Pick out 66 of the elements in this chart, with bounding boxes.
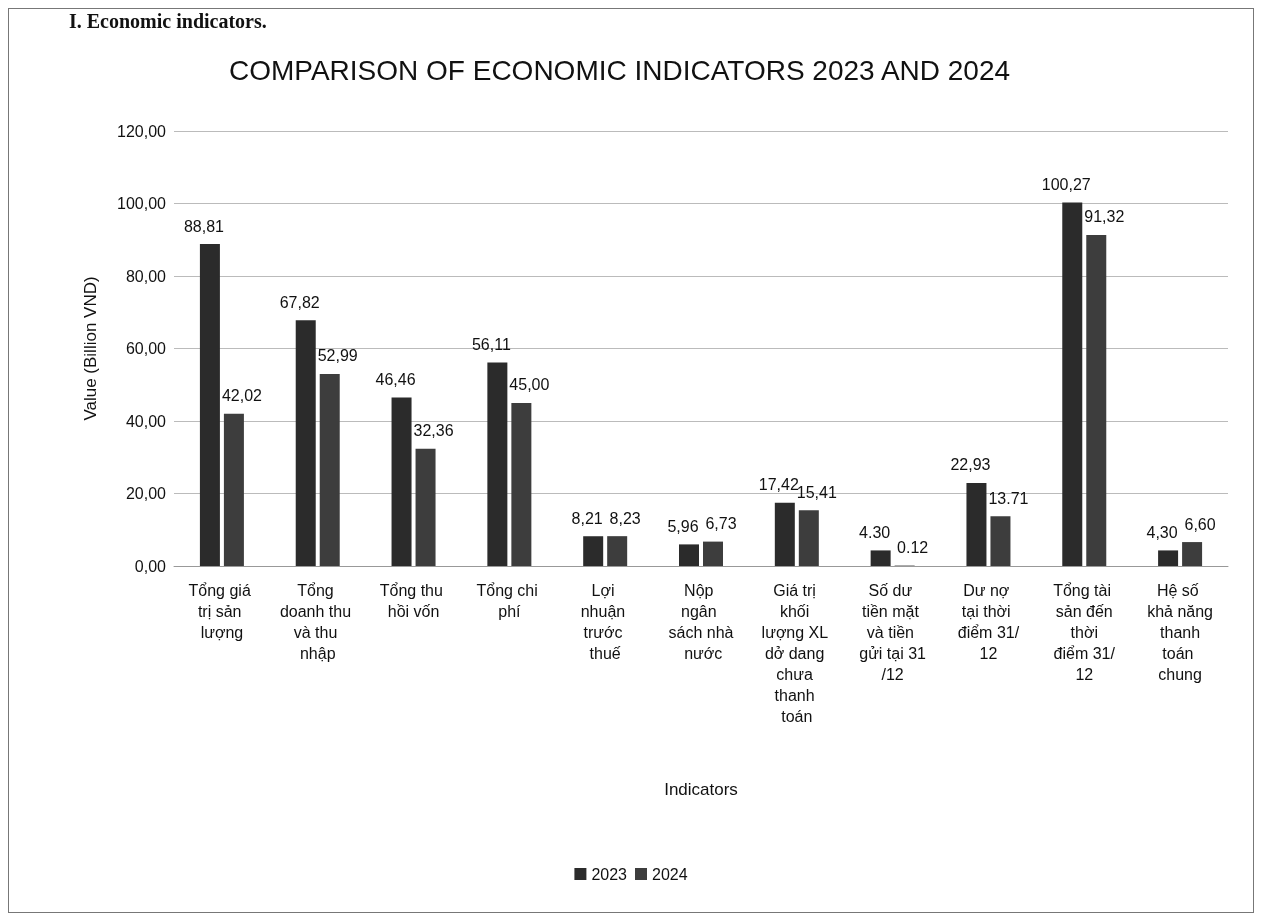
x-tick-label: Tổng tài sản đến thời điểm 31/12 <box>1053 582 1116 683</box>
y-tick-label: 40,00 <box>125 412 167 430</box>
y-tick-label: 60,00 <box>125 340 167 357</box>
data-label: 17,42 <box>758 476 799 494</box>
data-label: 4,30 <box>1146 523 1178 541</box>
bar <box>319 373 340 566</box>
bar <box>583 536 604 566</box>
legend-label: 2023 <box>591 865 628 883</box>
x-tick-label: Tổng chi phí <box>476 582 543 620</box>
bar <box>870 550 891 566</box>
data-label: 8,21 <box>571 509 603 527</box>
chart-title: COMPARISON OF ECONOMIC INDICATORS 2023 AND 2024 <box>229 54 1011 86</box>
bar <box>487 362 508 566</box>
y-axis-title: Value (Billion VND) <box>81 276 100 421</box>
text: I. Economic indicators. <box>69 10 267 32</box>
bar <box>511 402 532 566</box>
bar <box>295 320 316 566</box>
x-axis-title: Indicators <box>664 780 738 799</box>
x-tick-label: Số dư tiền mặt và tiền gửi tại 31/12 <box>859 582 927 683</box>
data-label: 88,81 <box>183 217 225 235</box>
bar <box>798 510 819 566</box>
bar <box>1182 542 1203 566</box>
data-label: 52,99 <box>317 347 358 365</box>
data-label: 0.12 <box>897 539 929 557</box>
x-tick-label: Dư nợ tại thời điểm 31/12 <box>957 582 1020 662</box>
x-tick-label: Nộp ngân sách nhà nước <box>668 582 734 662</box>
y-tick-label: 100,00 <box>117 195 167 212</box>
data-label: 46,46 <box>375 371 416 389</box>
legend-label: 2024 <box>652 865 688 883</box>
y-tick-label: 20,00 <box>125 485 167 502</box>
bar <box>679 544 699 566</box>
data-label: 5,96 <box>667 517 699 535</box>
bar <box>415 448 436 566</box>
data-label: 8,23 <box>609 509 641 527</box>
data-label: 56,11 <box>471 336 511 354</box>
bar <box>391 397 412 566</box>
y-tick-label: 80,00 <box>125 267 167 285</box>
x-tick-label: Tổng thu hồi vốn <box>379 582 448 620</box>
data-label: 13.71 <box>988 489 1029 507</box>
x-tick-label: Giá trị khối lượng XL dở dang chưa thanh toán <box>761 582 833 725</box>
bar <box>1158 550 1179 566</box>
x-tick-label: Hệ số khả năng thanh toán chung <box>1147 582 1214 683</box>
bar <box>1062 202 1083 566</box>
data-label: 4.30 <box>859 523 891 541</box>
data-label: 6,73 <box>705 515 737 533</box>
data-label: 6,60 <box>1184 515 1216 533</box>
bar <box>966 482 987 566</box>
bar <box>774 502 795 566</box>
x-tick-label: Tổng doanh thu và thu nhập <box>279 582 356 662</box>
y-tick-label: 0,00 <box>134 557 167 575</box>
bar <box>703 541 723 566</box>
bar <box>199 244 220 566</box>
x-tick-label: Tổng giá trị sản lượng <box>188 582 256 641</box>
bar <box>607 536 628 566</box>
bar <box>223 413 244 566</box>
data-label: 91,32 <box>1084 208 1125 226</box>
bar <box>1086 234 1107 566</box>
y-tick-label: 120,00 <box>117 122 167 140</box>
data-label: 42,02 <box>221 387 263 405</box>
data-label: 32,36 <box>413 422 454 440</box>
data-label: 100,27 <box>1041 176 1091 194</box>
x-tick-label: Lợi nhuận trước thuế <box>580 582 630 662</box>
data-label: 67,82 <box>279 293 320 311</box>
bar <box>990 516 1011 566</box>
data-label: 22,93 <box>950 456 991 474</box>
data-label: 45,00 <box>509 376 550 394</box>
